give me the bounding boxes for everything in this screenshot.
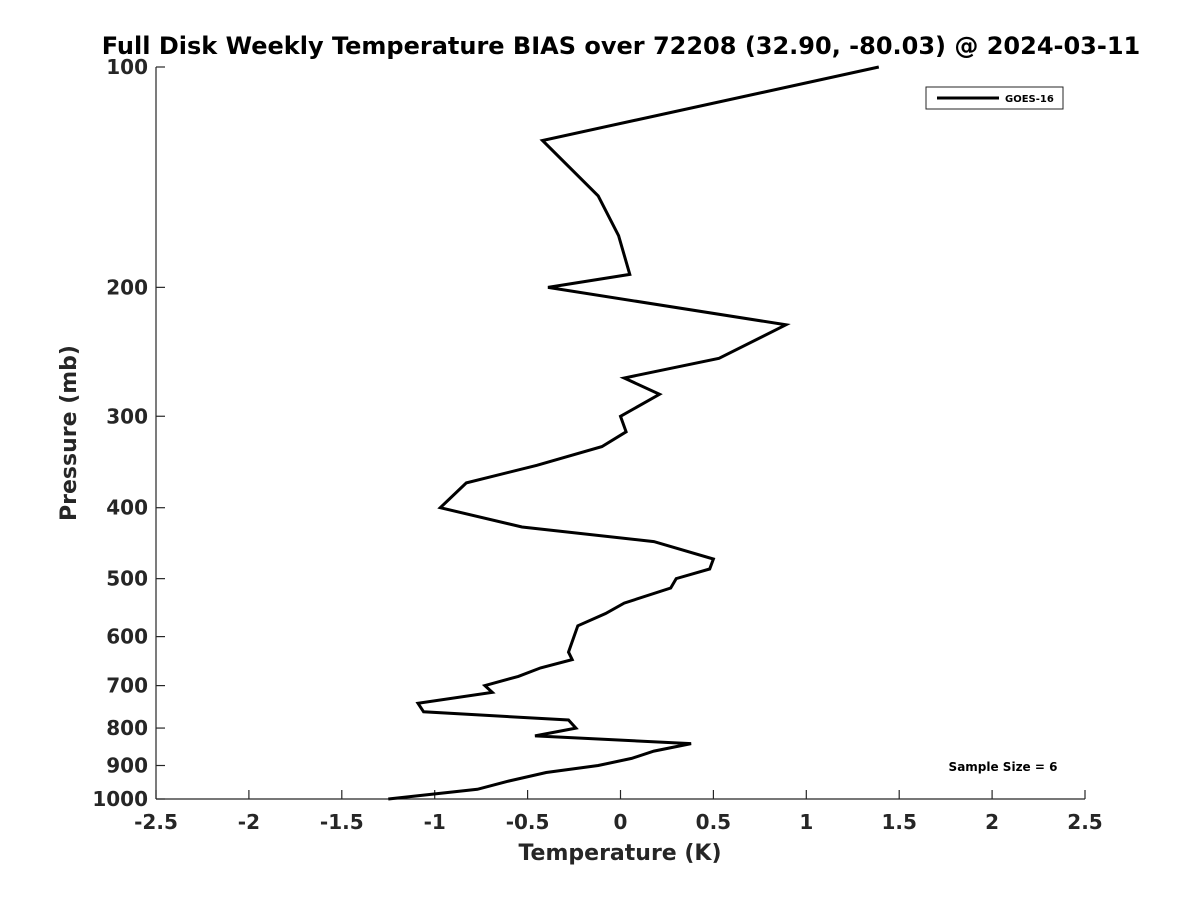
sample-size-annotation: Sample Size = 6 [949,760,1058,774]
x-axis-ticks: -2.5 -2 -1.5 -1 -0.5 0 0.5 1 1.5 2 2.5 [134,790,1103,834]
y-tick-label: 600 [106,625,148,649]
legend: GOES-16 [925,86,1064,110]
y-tick-label: 400 [106,496,148,520]
x-tick-label: 0 [614,810,628,834]
x-axis-label: Temperature (K) [518,841,721,866]
y-tick-label: 300 [106,404,148,428]
x-tick-label: 1.5 [881,810,916,834]
x-tick-label: -1 [424,810,446,834]
x-tick-label: 0.5 [696,810,731,834]
x-tick-label: 1 [799,810,813,834]
series-line-goes-16 [388,65,880,801]
series-layer [388,65,880,801]
x-tick-label: -2.5 [134,810,178,834]
y-tick-label: 900 [106,754,148,778]
y-tick-label: 800 [106,716,148,740]
legend-label-goes-16: GOES-16 [1005,94,1054,105]
x-tick-label: -0.5 [506,810,550,834]
y-tick-label: 100 [106,55,148,79]
y-tick-label: 1000 [92,787,148,811]
y-tick-label: 500 [106,567,148,591]
chart-title: Full Disk Weekly Temperature BIAS over 7… [102,32,1141,60]
y-axis-label: Pressure (mb) [57,345,82,521]
x-tick-label: -2 [238,810,260,834]
plot-area [156,67,1085,799]
x-tick-label: 2.5 [1067,810,1102,834]
y-tick-label: 700 [106,674,148,698]
y-tick-label: 200 [106,275,148,299]
x-tick-label: -1.5 [320,810,364,834]
y-axis-ticks: 100 200 300 400 500 600 700 800 900 1000 [92,55,165,811]
x-tick-label: 2 [985,810,999,834]
